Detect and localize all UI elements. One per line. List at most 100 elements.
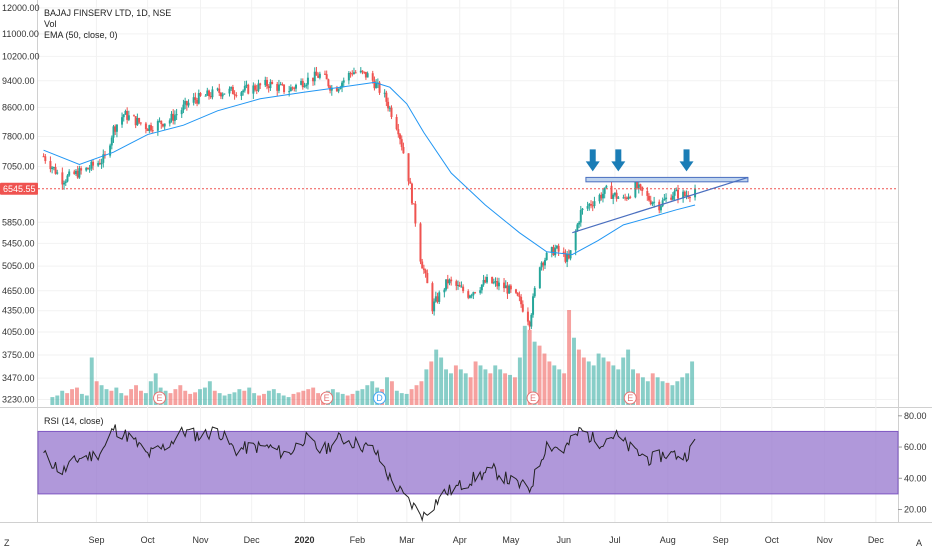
time-tick-label: Jul <box>609 535 621 545</box>
candle-body <box>491 276 494 284</box>
candle-body <box>306 77 309 85</box>
candle-body <box>206 90 209 96</box>
price-tick-label: 3230.00 <box>2 395 35 405</box>
candle-body <box>158 120 161 122</box>
volume-bar <box>409 389 414 405</box>
price-pane[interactable]: E E E ED <box>38 66 898 405</box>
candle-body <box>659 206 662 211</box>
candle-body <box>114 126 117 132</box>
candle-body <box>172 113 175 121</box>
candle-body <box>85 167 88 171</box>
vol-label[interactable]: Vol <box>44 19 57 29</box>
volume-bar <box>444 369 449 405</box>
rsi-pane[interactable] <box>37 424 899 523</box>
volume-bar <box>498 369 503 405</box>
candle-body <box>627 196 630 200</box>
volume-bar <box>271 389 276 405</box>
candle-body <box>663 198 666 201</box>
candle-body <box>92 161 95 166</box>
candle-body <box>184 101 187 105</box>
candle-body <box>436 296 439 302</box>
candle-body <box>545 252 548 260</box>
earnings-marker: E <box>530 393 536 403</box>
last-price-badge: 6545.55 <box>0 182 38 195</box>
candle-body <box>49 161 52 170</box>
volume-bar <box>581 357 586 405</box>
candle-body <box>218 88 221 93</box>
candle-body <box>121 117 124 125</box>
candle-body <box>484 279 487 283</box>
candle-body <box>325 74 328 80</box>
volume-bar <box>453 365 458 405</box>
volume-bar <box>70 389 75 405</box>
candle-body <box>479 290 482 293</box>
candle-body <box>388 107 391 109</box>
time-axis[interactable]: Sep Oct Nov Dec 2020 Feb Mar Apr May Jun Jul Aug Sep… <box>88 535 884 545</box>
candle-body <box>327 79 330 87</box>
volume-bar <box>311 387 316 405</box>
volume-bar <box>89 357 94 405</box>
volume-bar <box>655 377 660 405</box>
volume-bar <box>429 361 434 405</box>
candle-body <box>281 84 284 86</box>
candle-body <box>496 281 499 287</box>
volume-bar <box>434 349 439 405</box>
candle-body <box>543 259 546 266</box>
candle-body <box>335 87 338 92</box>
candle-body <box>390 107 393 118</box>
candle-body <box>68 171 71 176</box>
candle-body <box>649 200 652 205</box>
candle-body <box>337 89 340 92</box>
volume-bar <box>291 393 296 405</box>
symbol-label[interactable]: BAJAJ FINSERV LTD, 1D, NSE <box>44 8 171 18</box>
timezone-icon[interactable]: Z <box>4 538 10 548</box>
candle-body <box>366 73 369 78</box>
rsi-axis[interactable]: 80.00 60.00 40.00 20.00 <box>898 411 927 515</box>
volume-bar <box>153 373 158 405</box>
candle-body <box>54 167 57 174</box>
candle-body <box>590 203 593 206</box>
candle-body <box>208 90 211 97</box>
candle-body <box>361 70 364 72</box>
candle-body <box>395 117 398 130</box>
price-tick-label: 9400.00 <box>2 76 35 86</box>
candle-body <box>163 123 166 127</box>
volume-bar <box>626 349 631 405</box>
candle-body <box>305 84 308 87</box>
rsi-label[interactable]: RSI (14, close) <box>44 416 104 426</box>
candle-body <box>289 87 292 92</box>
price-tick-label: 7800.00 <box>2 131 35 141</box>
candle-body <box>615 192 618 199</box>
time-tick-label: Nov <box>817 535 834 545</box>
candle-body <box>216 88 219 90</box>
price-axis[interactable]: 12000.00 11000.00 10200.00 9400.00 8600.00 78… <box>2 3 40 405</box>
candle-body <box>617 197 620 199</box>
candle-body <box>414 203 417 224</box>
auto-scale-icon[interactable]: A <box>916 538 922 548</box>
candle-body <box>294 84 297 89</box>
volume-bar <box>567 310 572 405</box>
price-tick-label: 4350.00 <box>2 306 35 316</box>
volume-bar <box>512 377 517 405</box>
candle-body <box>397 129 400 135</box>
candle-body <box>293 87 296 89</box>
candle-body <box>192 97 195 103</box>
candle-body <box>586 206 589 209</box>
volume-bar <box>483 369 488 405</box>
time-tick-label: Sep <box>88 535 104 545</box>
earnings-marker: E <box>157 393 163 403</box>
ema-label[interactable]: EMA (50, close, 0) <box>44 30 118 40</box>
candle-body <box>443 289 446 293</box>
candle-body <box>648 195 651 201</box>
candle-body <box>516 292 519 296</box>
candle-body <box>682 191 685 199</box>
volume-bar <box>75 387 79 405</box>
volume-bar <box>547 361 552 405</box>
price-tick-label: 11000.00 <box>2 29 39 39</box>
candle-body <box>509 285 512 290</box>
volume-bar <box>212 390 217 405</box>
candle-body <box>330 87 333 91</box>
candle-body <box>448 279 451 284</box>
candle-body <box>303 86 306 88</box>
